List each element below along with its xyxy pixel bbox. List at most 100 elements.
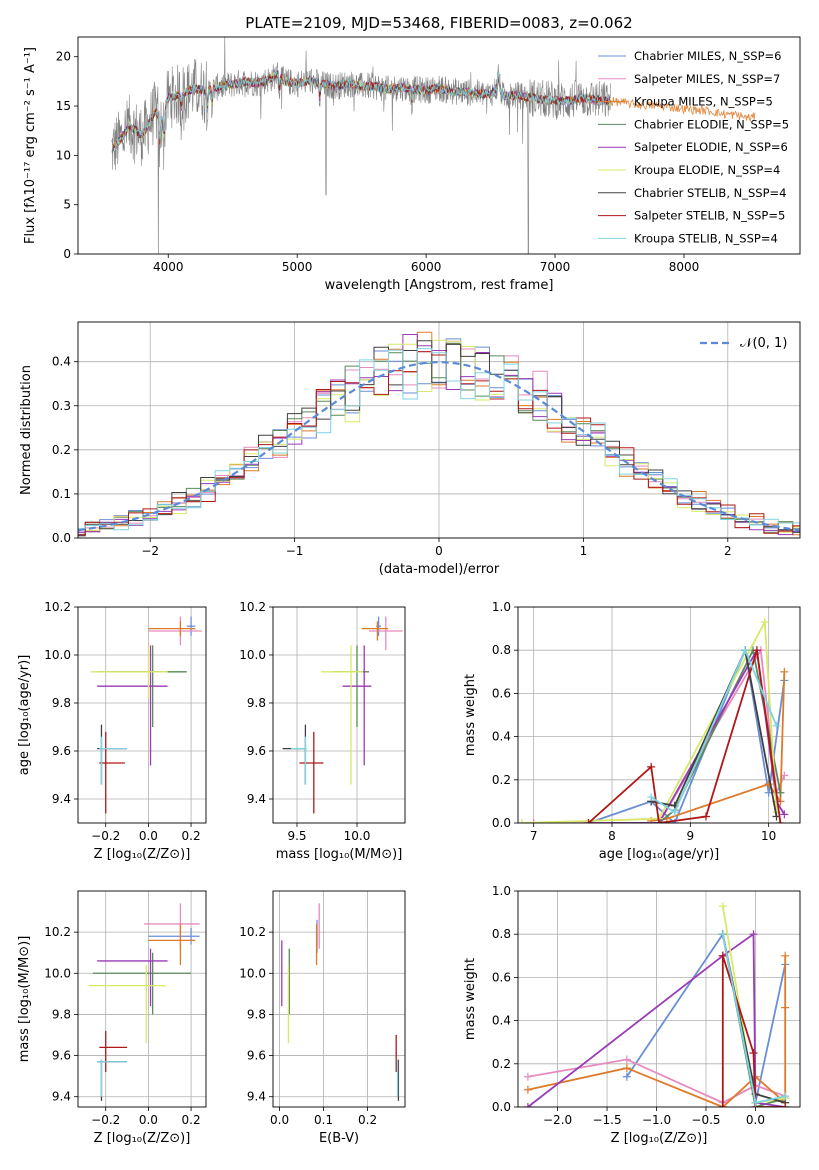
- x-tick-label: −1.0: [642, 1113, 671, 1127]
- y-tick-label: 9.6: [247, 744, 266, 758]
- errorbar-point: [186, 616, 196, 636]
- chart-title: PLATE=2109, MJD=53468, FIBERID=0083, z=0…: [245, 14, 632, 32]
- axes-frame: [517, 890, 801, 1108]
- y-tick-label: 0.2: [492, 773, 511, 787]
- gaussian-curve: [78, 360, 800, 532]
- weight-marker: [718, 902, 727, 911]
- y-tick-label: 9.6: [247, 1049, 266, 1063]
- errorbar-point: [88, 965, 166, 1044]
- x-tick-label: 9.5: [287, 829, 306, 843]
- weight-marker: [776, 788, 785, 797]
- plot-area: [111, 37, 756, 254]
- errorbar-point: [99, 731, 125, 814]
- plot-area: [78, 891, 206, 1107]
- panel-residuals: −2 −1 0 1 2 0.0 0.1 0.2 0.3 0.4 (data-model)/error…: [19, 321, 801, 577]
- x-tick-label: 0.2: [358, 1113, 377, 1127]
- errorbar-point: [99, 1030, 128, 1073]
- y-axis-label: Normed distribution: [19, 365, 34, 495]
- y-tick-label: 10.0: [44, 966, 71, 980]
- y-tick-label: 10.2: [239, 600, 266, 614]
- y-tick-label: 10.2: [44, 925, 71, 939]
- panel-spectrum: 4000 5000 6000 7000 8000 0 5 10 15 20 wavelength […: [23, 14, 801, 293]
- weight-marker: [655, 819, 663, 823]
- weight-marker: [523, 1103, 532, 1107]
- y-tick-label: 0.4: [492, 1014, 511, 1028]
- x-axis-label: (data-model)/error: [379, 562, 500, 577]
- x-tick-label: 0.2: [182, 829, 201, 843]
- weight-marker: [518, 819, 526, 823]
- x-axis-label: Z [log₁₀(Z/Z⊙)]: [611, 1131, 708, 1146]
- panel-z-vs-age: −0.2 0.0 0.2 9.4 9.6 9.8 10.0 10.2 Z [log₁₀(Z/Z⊙…: [17, 600, 207, 862]
- weight-marker: [780, 810, 789, 819]
- legend-entry: Chabrier ELODIE, N_SSP=5: [634, 117, 789, 131]
- legend-entry: Kroupa MILES, N_SSP=5: [634, 95, 773, 109]
- errorbar-point: [97, 948, 168, 1007]
- y-tick-label: 9.4: [247, 1090, 266, 1104]
- weight-marker: [741, 646, 750, 655]
- y-tick-label: 0.3: [52, 399, 71, 413]
- y-tick-label: 1.0: [492, 600, 511, 614]
- axes-frame: [77, 890, 207, 1108]
- x-tick-label: 4000: [153, 260, 184, 274]
- legend-entry: Salpeter ELODIE, N_SSP=6: [634, 140, 788, 154]
- weight-marker: [670, 808, 679, 817]
- x-tick-label: 10: [761, 829, 776, 843]
- y-tick-label: 0.2: [492, 1057, 511, 1071]
- y-tick-label: 0.2: [52, 443, 71, 457]
- y-axis-label: Flux [fλ10⁻¹⁷ erg cm⁻² s⁻¹ A⁻¹]: [23, 47, 38, 244]
- x-tick-label: 0.0: [270, 1113, 289, 1127]
- axes-frame: [77, 606, 207, 824]
- model-spectrum-line: [113, 70, 611, 152]
- weight-marker: [529, 819, 538, 823]
- x-axis-label: age [log₁₀(age/yr)]: [599, 847, 720, 862]
- y-tick-label: 0: [63, 247, 71, 261]
- axes-frame: [517, 606, 801, 824]
- x-tick-label: −0.2: [91, 1113, 120, 1127]
- plot-area: [78, 322, 800, 538]
- errorbar-point: [92, 952, 192, 1015]
- errorbar-point: [97, 645, 168, 766]
- errorbar-point: [282, 724, 307, 785]
- y-tick-label: 5: [63, 198, 71, 212]
- y-tick-label: 0.8: [492, 927, 511, 941]
- y-tick-label: 20: [56, 50, 71, 64]
- y-tick-label: 9.6: [52, 744, 71, 758]
- y-tick-label: 9.4: [52, 1090, 71, 1104]
- weight-marker: [752, 646, 761, 655]
- y-tick-label: 10: [56, 148, 71, 162]
- y-tick-label: 0.0: [492, 816, 511, 830]
- errorbar-point: [342, 645, 372, 766]
- legend-entry: Kroupa STELIB, N_SSP=4: [634, 231, 778, 245]
- weight-marker: [749, 930, 758, 939]
- y-tick-label: 0.4: [492, 730, 511, 744]
- weight-marker: [622, 1072, 631, 1081]
- data-spectrum-line: [111, 37, 611, 254]
- x-tick-label: 0.2: [182, 1113, 201, 1127]
- plot-area: [518, 891, 800, 1107]
- weight-marker: [523, 1072, 532, 1081]
- weight-series-line: [521, 618, 778, 823]
- x-tick-label: −2.0: [543, 1113, 572, 1127]
- weight-series-line: [650, 647, 778, 814]
- y-tick-label: 9.8: [52, 1007, 71, 1021]
- x-tick-label: 0.1: [314, 1113, 333, 1127]
- weight-marker: [749, 1049, 758, 1057]
- x-tick-label: 1: [580, 544, 588, 558]
- y-tick-label: 0.6: [492, 686, 511, 700]
- legend-entry: Kroupa ELODIE, N_SSP=4: [634, 163, 780, 177]
- weight-series-line: [587, 649, 782, 823]
- y-tick-label: 10.0: [44, 648, 71, 662]
- weight-marker: [584, 819, 593, 823]
- y-tick-label: 0.4: [52, 355, 71, 369]
- x-tick-label: 0: [435, 544, 443, 558]
- weight-marker: [776, 819, 785, 823]
- y-tick-label: 0.8: [492, 643, 511, 657]
- x-tick-label: 8: [608, 829, 616, 843]
- errorbar-point: [299, 731, 324, 814]
- x-tick-label: 7: [530, 829, 538, 843]
- errorbar-point: [291, 736, 307, 785]
- y-tick-label: 10.2: [239, 925, 266, 939]
- weight-marker: [647, 762, 656, 771]
- x-tick-label: −2: [141, 544, 159, 558]
- weight-marker: [764, 780, 773, 789]
